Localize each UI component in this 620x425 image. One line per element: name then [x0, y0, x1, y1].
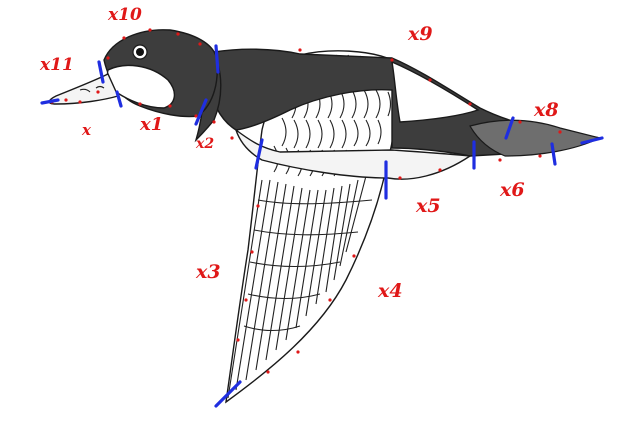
- landmark-points: [50, 28, 562, 374]
- label-x10: x10: [107, 5, 142, 25]
- body: [194, 48, 602, 180]
- label-x11: x11: [39, 55, 74, 75]
- wing-primaries: [227, 175, 373, 399]
- label-x9: x9: [407, 23, 433, 45]
- segment-markers: [40, 44, 604, 408]
- head: [48, 29, 218, 118]
- label-x4: x4: [377, 280, 403, 302]
- label-x3: x3: [195, 261, 221, 283]
- label-x8: x8: [533, 99, 559, 121]
- annotation-labels: x x1 x2 x3 x4 x5 x6 x8 x9 x10 x11: [39, 5, 559, 302]
- label-x5: x5: [415, 195, 441, 217]
- label-x2: x2: [195, 136, 214, 152]
- label-x1: x1: [139, 114, 163, 135]
- label-x6: x6: [499, 179, 525, 201]
- label-x: x: [81, 121, 92, 139]
